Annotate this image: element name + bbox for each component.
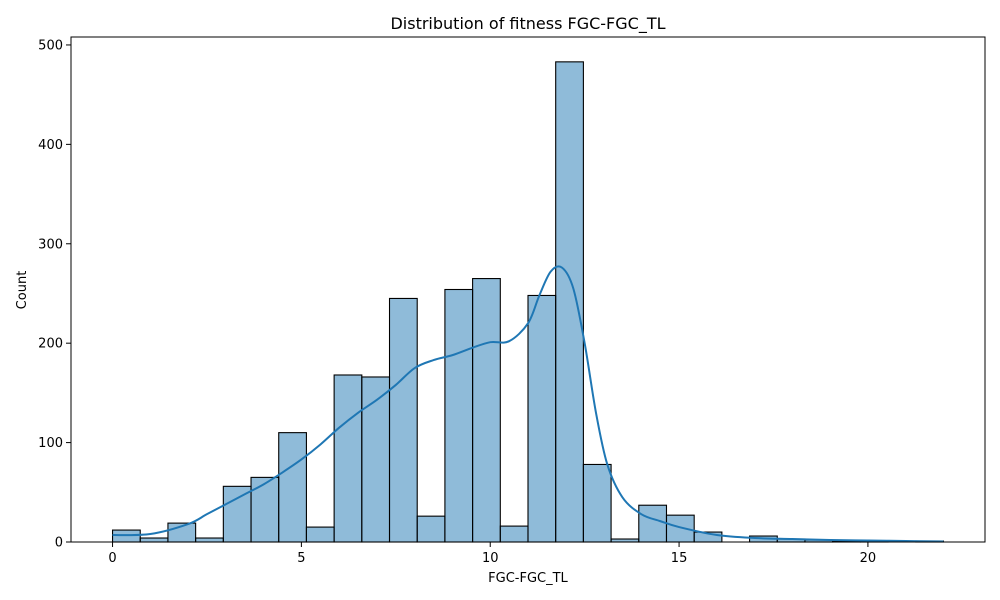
histogram-bar-16	[555, 61, 584, 543]
plot-frame	[70, 36, 986, 543]
histogram-bar-12	[444, 288, 474, 543]
histogram-bar-6	[278, 432, 307, 543]
chart-title: Distribution of fitness FGC-FGC_TL	[390, 14, 665, 34]
x-axis-ticks: 0 5 10 15 20	[108, 542, 876, 566]
histogram-bar-1	[139, 537, 169, 543]
histogram-bar-4	[222, 485, 252, 543]
histogram-bar-19	[638, 504, 668, 543]
y-tick-label: 500	[38, 38, 63, 53]
y-axis-ticks: 0 100 200 300 400 500	[38, 38, 71, 551]
histogram-bar-14	[499, 525, 529, 543]
histogram-bar-10	[388, 297, 418, 543]
histogram-bar-15	[527, 294, 557, 543]
histogram-bar-9	[361, 376, 391, 543]
x-tick-label: 5	[297, 551, 305, 566]
histogram-bar-20	[665, 514, 695, 543]
y-tick-label: 400	[38, 138, 63, 153]
histogram-bar-13	[472, 278, 501, 543]
bars-group	[111, 61, 945, 543]
y-tick-label: 0	[55, 536, 63, 551]
y-axis-label: Count	[15, 271, 30, 310]
y-tick-label: 300	[38, 237, 63, 252]
histogram-bar-8	[333, 374, 363, 543]
x-axis-label: FGC-FGC_TL	[488, 571, 568, 586]
y-tick-label: 200	[38, 337, 63, 352]
histogram-bar-7	[305, 526, 335, 543]
x-tick-label: 20	[860, 551, 877, 566]
y-tick-label: 100	[38, 436, 63, 451]
histogram-bar-11	[416, 515, 446, 543]
kde-curve	[112, 265, 944, 543]
x-tick-label: 0	[108, 551, 116, 566]
histogram-bar-3	[195, 537, 224, 543]
histogram-bar-17	[582, 463, 612, 543]
x-tick-label: 15	[671, 551, 688, 566]
x-tick-label: 10	[482, 551, 499, 566]
histogram-bar-5	[250, 476, 280, 543]
